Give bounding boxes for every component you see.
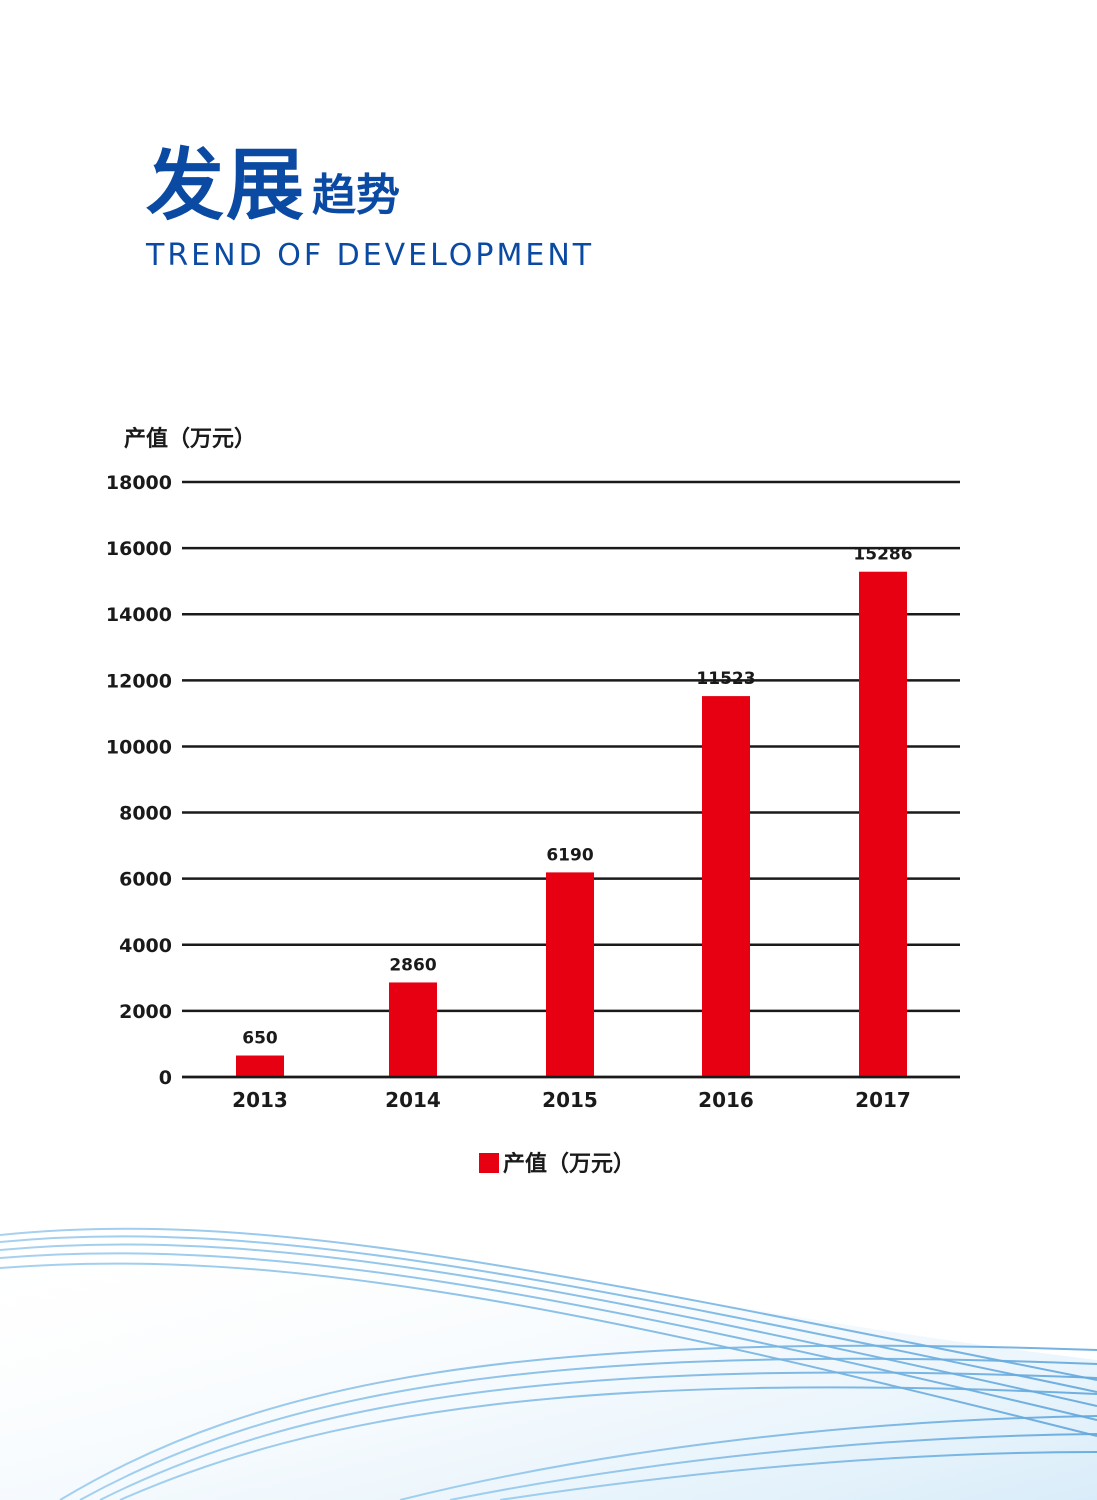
x-tick-label: 2013 xyxy=(232,1088,288,1112)
y-tick-label: 0 xyxy=(159,1067,172,1089)
y-tick-label: 4000 xyxy=(119,935,172,957)
bar xyxy=(389,982,437,1077)
data-label: 2860 xyxy=(389,955,436,975)
title-main: 发展 xyxy=(146,141,307,231)
bar xyxy=(236,1055,284,1077)
data-label: 15286 xyxy=(853,545,912,565)
decorative-wave-background xyxy=(0,1227,1097,1500)
bar xyxy=(702,696,750,1077)
y-tick-label: 14000 xyxy=(106,604,172,626)
bar xyxy=(859,571,907,1077)
legend-label: 产值（万元） xyxy=(503,1151,635,1177)
data-label: 6190 xyxy=(546,845,593,865)
title-block: 发展 趋势 TREND OF DEVELOPMENT xyxy=(146,140,594,273)
x-tick-label: 2014 xyxy=(385,1088,441,1112)
y-axis-label: 产值（万元） xyxy=(124,426,256,452)
y-tick-label: 16000 xyxy=(106,538,172,560)
x-tick-label: 2015 xyxy=(542,1088,598,1112)
x-tick-label: 2016 xyxy=(698,1088,754,1112)
title-english: TREND OF DEVELOPMENT xyxy=(146,238,595,273)
y-tick-label: 8000 xyxy=(119,803,172,825)
y-tick-label: 10000 xyxy=(106,736,172,758)
y-tick-label: 12000 xyxy=(106,670,172,692)
y-tick-label: 6000 xyxy=(119,869,172,891)
title-sub: 趋势 xyxy=(312,170,401,221)
y-tick-label: 18000 xyxy=(106,472,172,494)
data-label: 11523 xyxy=(696,669,755,689)
bar-chart: 产值（万元） 0 2000 4000 6000 8000 10000 12000 14000 16… xyxy=(106,426,960,1177)
legend-swatch xyxy=(479,1153,499,1173)
y-tick-label: 2000 xyxy=(119,1001,172,1023)
bar xyxy=(546,872,594,1077)
title-cn: 发展 趋势 xyxy=(146,140,594,232)
x-tick-label: 2017 xyxy=(855,1088,911,1112)
data-label: 650 xyxy=(242,1029,278,1049)
